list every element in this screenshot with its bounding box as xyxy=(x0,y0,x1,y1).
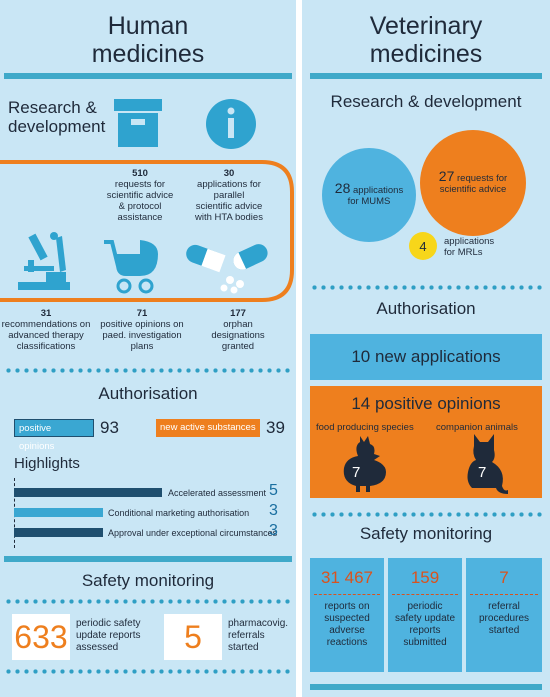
rd-frame xyxy=(0,160,294,302)
human-medicines-panel: Human medicines Research & development 5… xyxy=(0,0,296,697)
psur-value: 633 xyxy=(14,619,68,655)
sci-advice-stat: 510 requests for scientific advice & pro… xyxy=(106,168,174,223)
human-divider-dots-1 xyxy=(4,368,292,373)
food-producing-value: 7 xyxy=(352,464,361,481)
rooster-icon xyxy=(343,436,386,492)
vet-rd-heading: Research & development xyxy=(330,92,522,111)
human-rd-heading-line1: Research & xyxy=(8,98,97,117)
mrl-circle: 4 xyxy=(409,232,437,260)
vet-title-line2: medicines xyxy=(369,40,483,68)
highlight-value-2: 3 xyxy=(269,522,278,539)
archive-box-icon xyxy=(114,99,162,147)
highlight-value-1: 3 xyxy=(269,502,278,519)
highlight-label-1: Conditional marketing authorisation xyxy=(108,508,250,518)
vet-title-line1: Veterinary xyxy=(369,12,483,40)
new-active-substances-label: new active substances xyxy=(156,419,260,437)
vet-positive-opinions: 14 positive opinions xyxy=(351,394,501,413)
food-producing-label: food producing species xyxy=(316,422,414,433)
veterinary-medicines-panel: Veterinary medicines Research & developm… xyxy=(302,0,550,697)
human-authorisation-heading: Authorisation xyxy=(98,384,198,403)
mrl-text: applications for MRLs xyxy=(444,236,495,258)
positive-opinions-box: 14 positive opinions food producing spec… xyxy=(310,386,542,498)
highlight-label-0: Accelerated assessment xyxy=(168,488,267,498)
highlight-bar-2 xyxy=(14,528,103,537)
cat-icon xyxy=(467,434,508,494)
vet-safety-col-1: 159 periodic safety update reports submitte… xyxy=(388,558,462,672)
advanced-therapy-stat: 31 recommendations on advanced therapy c… xyxy=(1,308,91,352)
new-applications-box: 10 new applications xyxy=(310,334,542,380)
human-safety-heading: Safety monitoring xyxy=(81,571,215,590)
human-title-line1: Human xyxy=(107,12,189,40)
vet-title-divider xyxy=(310,73,542,79)
parallel-advice-stat: 30 applications for parallel scientific … xyxy=(195,168,263,223)
vet-authorisation-heading: Authorisation xyxy=(376,299,476,318)
referral-text: pharmacovig. referrals started xyxy=(228,618,289,653)
companion-animals-value: 7 xyxy=(478,464,487,481)
vet-safety-col-2: 7 referral procedures started xyxy=(466,558,542,672)
info-icon xyxy=(206,99,256,149)
mums-circle: 28 applications for MUMS xyxy=(322,148,416,242)
human-title-divider xyxy=(4,73,292,79)
human-divider-dots-3 xyxy=(4,669,292,674)
human-divider-dots-2 xyxy=(4,599,292,604)
new-active-substances-value: 39 xyxy=(266,418,285,437)
human-safety-divider xyxy=(4,556,292,562)
psur-text: periodic safety update reports assessed xyxy=(76,618,141,653)
vet-bottom-divider xyxy=(310,684,542,690)
highlight-label-2: Approval under exceptional circumstances xyxy=(108,528,278,538)
paediatric-stat: 71 positive opinions on paed. investigat… xyxy=(100,308,184,352)
capsules-icon xyxy=(186,244,268,294)
vet-divider-dots-1 xyxy=(310,285,542,290)
psur-box: 633 xyxy=(12,614,70,660)
positive-opinions-label: positive opinions xyxy=(14,419,94,452)
referral-box: 5 xyxy=(164,614,222,660)
orphan-stat: 177 orphan designations granted xyxy=(211,308,265,352)
highlight-value-0: 5 xyxy=(269,482,278,499)
highlights-heading: Highlights xyxy=(14,455,80,472)
companion-animals-label: companion animals xyxy=(436,422,518,433)
vet-safety-col-0: 31 467 reports on suspected adverse reactio… xyxy=(310,558,384,672)
vet-divider-dots-2 xyxy=(310,512,542,517)
highlight-bar-1 xyxy=(14,508,103,517)
microscope-icon xyxy=(18,232,70,290)
vet-safety-heading: Safety monitoring xyxy=(359,524,493,543)
human-title-line2: medicines xyxy=(91,40,205,68)
human-rd-heading-line2: development xyxy=(8,117,106,136)
positive-opinions-value: 93 xyxy=(100,418,119,437)
pram-icon xyxy=(104,240,158,294)
highlight-bar-0 xyxy=(14,488,162,497)
vet-advice-circle: 27 requests for scientific advice xyxy=(420,130,526,236)
referral-value: 5 xyxy=(184,619,202,655)
